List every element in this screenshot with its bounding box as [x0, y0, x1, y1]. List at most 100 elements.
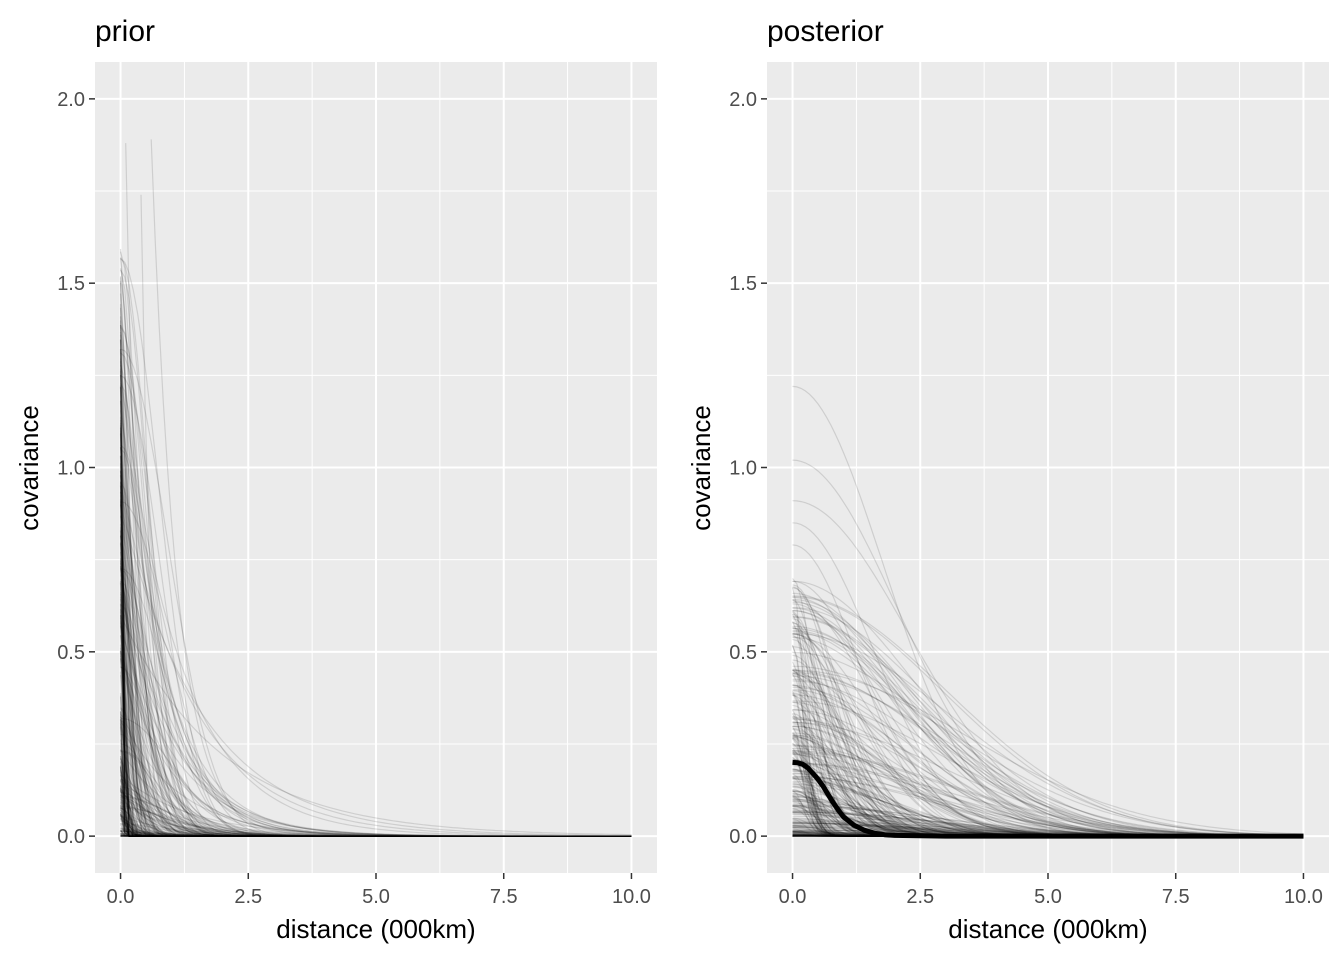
sample-curve — [119, 658, 632, 837]
sample-curve — [119, 592, 632, 837]
sample-curve — [120, 831, 632, 837]
sample-curve — [120, 830, 632, 837]
sample-curve — [120, 707, 632, 837]
y-tick-label: 0.5 — [729, 642, 757, 664]
sample-curve — [119, 766, 632, 837]
sample-curve — [119, 671, 632, 837]
sample-curve — [119, 447, 632, 837]
sample-curve — [119, 269, 632, 837]
sample-curve — [119, 401, 632, 837]
sample-curve — [119, 657, 632, 837]
sample-curve — [119, 316, 632, 837]
sample-curve — [119, 430, 632, 837]
sample-curve — [119, 268, 632, 837]
sample-curve — [119, 757, 632, 837]
sample-curve — [119, 765, 632, 837]
x-tick-label: 2.5 — [234, 886, 262, 908]
sample-curve — [119, 727, 632, 837]
sample-curve — [120, 833, 632, 837]
sample-curve — [119, 675, 632, 837]
sample-curve — [119, 789, 632, 837]
sample-curve — [120, 829, 632, 837]
sample-curve — [119, 755, 632, 837]
sample-curve — [792, 669, 1304, 835]
sample-curve — [119, 603, 632, 837]
sample-curve — [119, 485, 632, 837]
sample-curve — [119, 515, 632, 837]
sample-curve — [119, 769, 632, 837]
sample-curve — [119, 455, 632, 837]
sample-curve — [119, 582, 632, 837]
sample-curve — [120, 326, 632, 837]
sample-curve — [120, 788, 632, 837]
prior-y-axis-ticks: 0.0 0.5 1.0 1.5 2.0 — [57, 89, 95, 848]
sample-curve — [119, 498, 632, 837]
prior-gridlines — [95, 62, 657, 873]
sample-curve — [119, 790, 632, 837]
sample-curve — [119, 599, 632, 837]
sample-curve — [119, 502, 632, 837]
sample-curve — [120, 791, 632, 837]
sample-curve — [120, 827, 632, 837]
sample-curve — [119, 761, 632, 837]
sample-curve — [119, 276, 632, 837]
sample-curve — [119, 580, 632, 837]
sample-curve — [119, 749, 632, 837]
sample-curve — [119, 258, 632, 837]
sample-curve — [119, 375, 632, 837]
sample-curve — [119, 818, 632, 837]
sample-curve — [120, 807, 632, 837]
sample-curve — [119, 712, 632, 837]
sample-curve — [119, 710, 632, 837]
sample-curve — [120, 833, 632, 837]
sample-curve — [119, 614, 632, 836]
sample-curve — [119, 500, 632, 837]
sample-curve — [119, 695, 632, 837]
sample-curve — [119, 815, 632, 837]
sample-curve — [119, 339, 632, 837]
sample-curve — [120, 448, 632, 837]
sample-curve — [119, 543, 632, 837]
sample-curve — [119, 764, 632, 837]
y-tick-label: 1.5 — [57, 273, 85, 295]
sample-curve — [119, 541, 632, 837]
sample-curve — [119, 615, 632, 837]
posterior-y-axis-title: covariance — [686, 405, 716, 531]
sample-curve — [119, 432, 632, 837]
sample-curve — [119, 581, 632, 837]
sample-curve — [119, 495, 632, 837]
sample-curve — [120, 374, 632, 837]
sample-curve — [119, 384, 632, 837]
sample-curve — [120, 801, 632, 837]
sample-curve — [119, 802, 632, 837]
sample-curve — [119, 475, 632, 837]
sample-curve — [120, 818, 632, 837]
sample-curve — [119, 596, 632, 837]
sample-curve — [120, 814, 632, 837]
sample-curve — [119, 812, 632, 837]
sample-curve — [120, 786, 632, 837]
sample-curve — [120, 779, 632, 837]
sample-curve — [119, 349, 632, 837]
sample-curve — [119, 796, 632, 837]
sample-curve — [119, 651, 632, 837]
sample-curve — [120, 567, 632, 837]
sample-curve — [119, 780, 632, 837]
sample-curve — [120, 816, 632, 837]
sample-curve — [119, 368, 632, 837]
sample-curve — [119, 422, 632, 837]
sample-curve — [120, 833, 632, 837]
sample-curve — [119, 558, 632, 837]
sample-curve — [119, 561, 632, 837]
sample-curve — [119, 623, 632, 837]
sample-curve — [119, 248, 632, 837]
sample-curve — [119, 800, 632, 837]
sample-curve — [120, 733, 632, 837]
sample-curve — [119, 774, 632, 837]
sample-curve — [119, 456, 632, 837]
sample-curve — [119, 527, 632, 837]
sample-curve — [119, 811, 632, 837]
sample-curve — [120, 828, 632, 837]
sample-curve — [120, 830, 632, 837]
sample-curve — [120, 815, 632, 837]
